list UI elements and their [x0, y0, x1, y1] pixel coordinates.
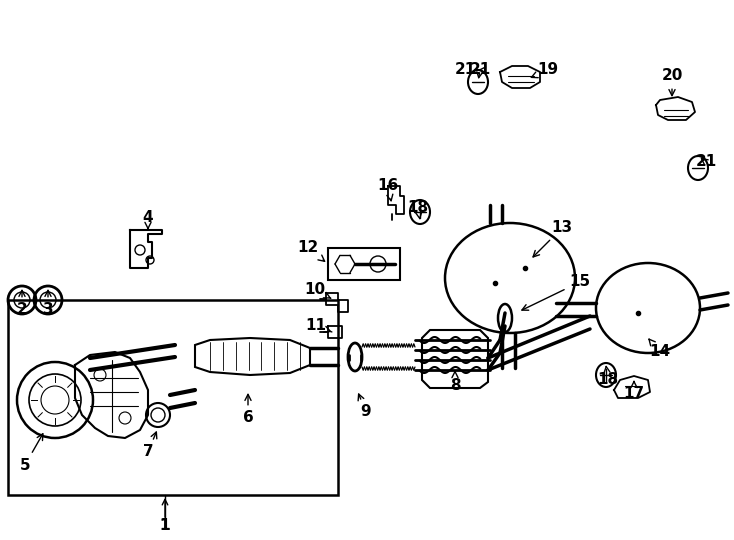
Text: 6: 6 — [243, 394, 253, 426]
Text: 17: 17 — [623, 382, 644, 401]
Text: 1: 1 — [160, 517, 170, 532]
Text: 2: 2 — [17, 291, 27, 318]
Text: 15: 15 — [522, 274, 591, 310]
Text: 18: 18 — [407, 200, 429, 219]
Text: 20: 20 — [661, 69, 683, 96]
Text: 21: 21 — [469, 63, 490, 78]
Polygon shape — [422, 330, 488, 388]
Bar — [328, 248, 400, 280]
Text: 12: 12 — [297, 240, 324, 261]
Text: 18: 18 — [597, 366, 619, 388]
Text: 21: 21 — [695, 154, 716, 170]
Text: 19: 19 — [531, 63, 559, 78]
Text: 16: 16 — [377, 179, 399, 201]
Text: 1: 1 — [160, 517, 170, 532]
Bar — [8, 300, 338, 495]
Text: 5: 5 — [20, 434, 43, 472]
Text: 4: 4 — [142, 211, 153, 229]
Text: 11: 11 — [305, 319, 332, 334]
Text: 14: 14 — [649, 339, 671, 360]
Text: 21: 21 — [455, 63, 476, 78]
Text: 13: 13 — [533, 220, 573, 257]
Text: 9: 9 — [358, 394, 371, 420]
Text: 10: 10 — [305, 282, 331, 299]
Polygon shape — [195, 338, 310, 375]
Text: 8: 8 — [450, 372, 460, 393]
Text: 7: 7 — [142, 432, 157, 460]
Text: 3: 3 — [43, 291, 54, 318]
